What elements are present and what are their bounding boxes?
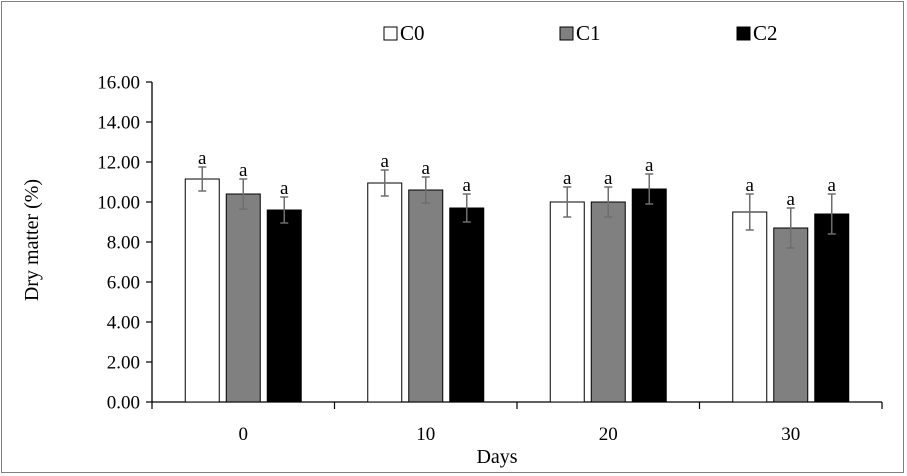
bar-c0-day-30 bbox=[732, 211, 768, 403]
x-tick-label: 30 bbox=[781, 424, 800, 445]
y-tick-label: 16.00 bbox=[97, 73, 140, 94]
significance-letter: a bbox=[563, 168, 572, 189]
bar-c1-day-0 bbox=[225, 193, 261, 403]
y-axis: 0.00 2.00 4.00 6.00 8.00 10.00 12.00 14.00 16.00 bbox=[97, 73, 153, 414]
significance-letter: a bbox=[239, 160, 248, 181]
legend: C0 C1 C2 bbox=[383, 21, 778, 45]
significance-letter: a bbox=[787, 189, 796, 210]
bar-c1-day-30 bbox=[773, 227, 809, 403]
bar-c2-day-20 bbox=[631, 188, 667, 403]
y-tick-label: 10.00 bbox=[97, 193, 140, 214]
bar-c1-day-10 bbox=[408, 189, 444, 403]
significance-letter: a bbox=[198, 148, 207, 169]
y-tick-label: 2.00 bbox=[107, 353, 140, 374]
y-tick-label: 6.00 bbox=[107, 273, 140, 294]
significance-letter: a bbox=[828, 175, 837, 196]
bar-c0-day-20 bbox=[549, 201, 585, 403]
significance-letter: a bbox=[645, 155, 654, 176]
significance-letter: a bbox=[422, 158, 431, 179]
legend-swatch-c1 bbox=[559, 26, 574, 41]
bars: a a a a a a a a a a a a bbox=[184, 148, 850, 403]
y-axis-title: Dry matter (%) bbox=[21, 179, 43, 301]
bar-c0-day-10 bbox=[367, 182, 403, 403]
x-tick-label: 0 bbox=[239, 424, 249, 445]
significance-letter: a bbox=[604, 168, 613, 189]
y-tick-label: 8.00 bbox=[107, 233, 140, 254]
legend-label-c0: C0 bbox=[400, 21, 425, 45]
bar-c2-day-0 bbox=[266, 209, 302, 403]
y-tick-label: 12.00 bbox=[97, 153, 140, 174]
legend-label-c2: C2 bbox=[753, 21, 778, 45]
significance-letter: a bbox=[746, 175, 755, 196]
significance-letter: a bbox=[280, 178, 289, 199]
bar-c2-day-10 bbox=[449, 207, 485, 403]
legend-label-c1: C1 bbox=[576, 21, 601, 45]
x-axis-title: Days bbox=[476, 446, 517, 468]
bar-c0-day-0 bbox=[184, 178, 220, 403]
x-axis: 0 10 20 30 bbox=[151, 401, 883, 445]
x-tick-label: 10 bbox=[416, 424, 435, 445]
y-tick-label: 4.00 bbox=[107, 313, 140, 334]
significance-letter: a bbox=[463, 175, 472, 196]
significance-letter: a bbox=[381, 151, 390, 172]
legend-swatch-c2 bbox=[736, 26, 751, 41]
x-tick-label: 20 bbox=[599, 424, 618, 445]
y-tick-label: 0.00 bbox=[107, 393, 140, 414]
bar-c1-day-20 bbox=[590, 201, 626, 403]
legend-swatch-c0 bbox=[383, 26, 398, 41]
y-tick-label: 14.00 bbox=[97, 113, 140, 134]
bar-c2-day-30 bbox=[814, 213, 850, 403]
